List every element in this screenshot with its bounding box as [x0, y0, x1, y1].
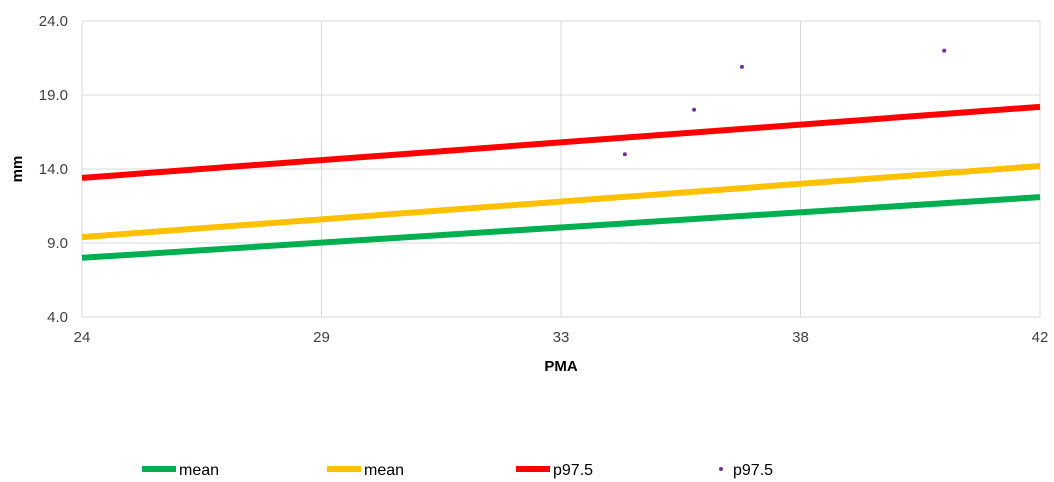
x-tick-label: 42: [1032, 329, 1049, 346]
y-tick-label: 14.0: [39, 161, 68, 178]
x-tick-label: 38: [792, 329, 809, 346]
x-axis-title: PMA: [544, 358, 578, 375]
scatter-point: [739, 64, 744, 69]
legend-marker-3: [719, 467, 723, 471]
y-tick-label: 19.0: [39, 87, 68, 104]
x-tick-label: 29: [313, 329, 330, 346]
legend-label-0: mean: [179, 462, 219, 479]
series-line-1: [81, 163, 1041, 241]
y-tick-label: 4.0: [47, 309, 68, 326]
series-layer: [81, 48, 1041, 261]
legend-label-1: mean: [364, 462, 404, 479]
legend-label-2: p97.5: [553, 462, 593, 479]
y-tick-labels: 4.0 9.0 14.0 19.0 24.0: [39, 13, 68, 326]
y-tick-label: 9.0: [47, 235, 68, 252]
x-tick-labels: 24 29 33 38 42: [74, 329, 1049, 346]
x-tick-label: 33: [553, 329, 570, 346]
legend: mean mean p97.5 p97.5: [142, 462, 773, 479]
scatter-point: [942, 48, 947, 53]
y-axis-title: mm: [9, 156, 26, 183]
legend-label-3: p97.5: [733, 462, 773, 479]
series-line-0: [81, 194, 1041, 261]
scatter-point: [692, 107, 697, 112]
y-tick-label: 24.0: [39, 13, 68, 30]
series-line-2: [81, 103, 1041, 181]
scatter-point: [622, 152, 627, 157]
x-tick-label: 24: [74, 329, 91, 346]
